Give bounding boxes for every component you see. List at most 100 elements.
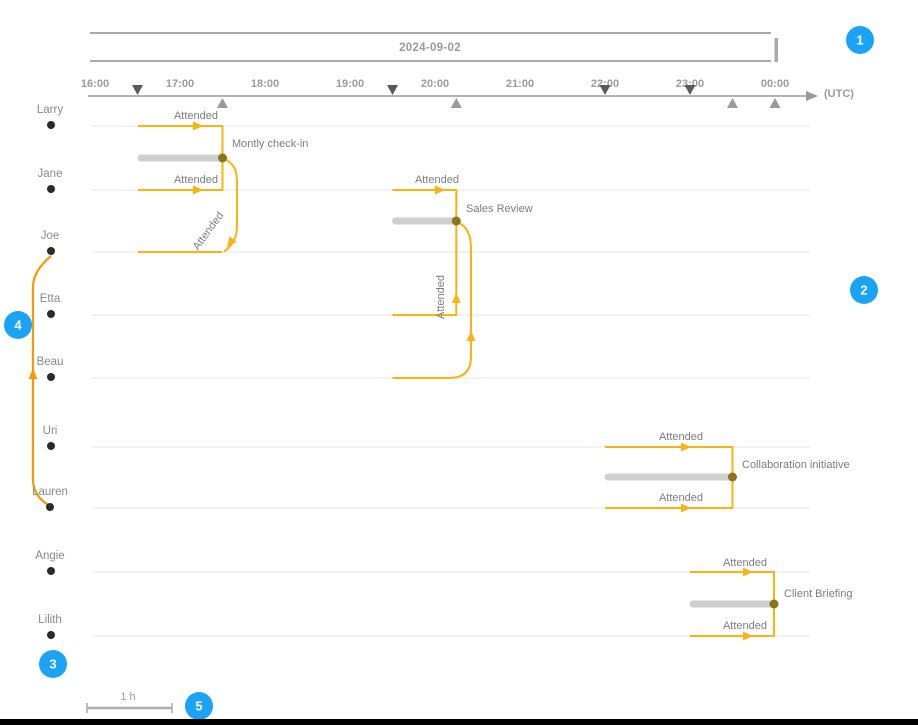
person-dot[interactable]	[47, 310, 55, 318]
person-dot[interactable]	[47, 247, 55, 255]
person-label: Angie	[35, 550, 64, 562]
attendance-label: Attended	[723, 620, 767, 632]
people-axis: Larry Jane Joe Etta Beau Uri Lauren Angi…	[32, 104, 68, 639]
attendance-edge	[392, 221, 472, 379]
event-end-marker-icon	[450, 98, 462, 108]
person-label: Etta	[40, 293, 61, 305]
attendance-edge	[138, 125, 224, 158]
event-start-marker-icon	[387, 85, 398, 95]
attendance-label: Attended	[174, 174, 218, 186]
person-dot[interactable]	[47, 631, 55, 639]
attendance-arrow-icon	[681, 442, 691, 452]
attendance-label: Attended	[659, 492, 703, 504]
axis-tick: 19:00	[336, 78, 364, 90]
person-label: Larry	[37, 104, 63, 116]
event-title: Collaboration initiative	[742, 459, 850, 471]
attendance-arrow-icon	[743, 631, 753, 641]
badge-circle	[39, 650, 67, 678]
event-client-briefing: Attended Attended Client Briefing	[689, 557, 852, 641]
event-end-marker-icon	[769, 98, 781, 108]
event-montly-check-in: Attended Attended Attended Montly check-…	[137, 110, 308, 253]
person-dot[interactable]	[47, 442, 55, 450]
attendance-edge	[222, 157, 238, 253]
attendance-edge	[690, 571, 775, 604]
person-label: Lilith	[38, 614, 62, 626]
event-end-marker-icon	[217, 98, 228, 108]
badge-circle	[4, 311, 32, 339]
event-node[interactable]	[451, 216, 461, 226]
badge-number: 4	[14, 318, 22, 333]
axis-tick: 00:00	[761, 78, 789, 90]
axis-tick: 16:00	[81, 78, 109, 90]
attendance-label: Attended	[723, 557, 767, 569]
time-axis: 16:00 17:00 18:00 19:00 20:00 21:00 22:0…	[81, 78, 854, 108]
hierarchy-arrow-icon	[28, 369, 38, 379]
attendance-edge	[605, 446, 734, 477]
attendance-label: Attended	[191, 210, 227, 253]
event-node[interactable]	[728, 472, 737, 482]
person-dot[interactable]	[47, 121, 55, 129]
badge-number: 5	[195, 699, 202, 714]
attendance-arrow-icon	[193, 121, 203, 131]
badge-circle	[185, 692, 213, 720]
attendance-arrow-icon	[193, 185, 203, 195]
event-title: Client Briefing	[784, 588, 852, 600]
badge-circle	[846, 26, 874, 54]
badge-circle	[850, 276, 878, 304]
event-start-marker-icon	[599, 85, 611, 95]
person-dot[interactable]	[47, 185, 55, 193]
scale-legend: 1 h	[86, 691, 173, 713]
event-title: Montly check-in	[232, 138, 308, 150]
slider-handle[interactable]	[774, 38, 779, 62]
axis-tick: 17:00	[166, 78, 194, 90]
badge-number: 3	[49, 657, 56, 672]
annotation-badges: 1 2 3 4 5	[4, 26, 878, 720]
event-sales-review: Attended Attended Sales Review	[392, 174, 533, 379]
attendance-edge	[138, 158, 224, 191]
person-dot[interactable]	[47, 567, 55, 575]
attendance-label: Attended	[659, 431, 703, 443]
person-label: Lauren	[32, 486, 68, 498]
attendance-arrow-icon	[743, 567, 753, 577]
person-label: Joe	[41, 230, 60, 242]
hierarchy-edge-path	[31, 255, 52, 507]
attendance-label: Attended	[174, 110, 218, 122]
event-node[interactable]	[769, 599, 779, 609]
person-label: Jane	[38, 168, 63, 180]
axis-tick: 20:00	[421, 78, 449, 90]
attendance-edge	[392, 225, 458, 316]
badge-number: 2	[860, 283, 867, 298]
axis-tick: 23:00	[676, 78, 704, 90]
attendance-arrow-icon	[227, 236, 237, 247]
attendance-arrow-icon	[681, 503, 691, 513]
event-title: Sales Review	[466, 203, 533, 215]
axis-tick: 21:00	[506, 78, 534, 90]
attendance-arrow-icon	[435, 185, 445, 195]
bottom-border	[0, 719, 918, 725]
axis-tick: 22:00	[591, 78, 619, 90]
event-collaboration-initiative: Attended Attended Collaboration initiati…	[604, 431, 850, 513]
attendance-edge	[605, 477, 734, 509]
event-end-marker-icon	[727, 98, 738, 108]
attendance-edge	[392, 189, 458, 221]
hierarchy-edge	[28, 255, 52, 507]
attendance-label: Attended	[415, 174, 459, 186]
date-range-slider: 2024-09-02	[90, 32, 779, 62]
slider-date-label: 2024-09-02	[399, 42, 461, 54]
scale-label: 1 h	[120, 691, 135, 703]
person-dot[interactable]	[46, 503, 54, 511]
badge-number: 1	[856, 33, 863, 48]
attendance-label: Attended	[435, 275, 447, 319]
event-start-marker-icon	[132, 85, 143, 95]
event-node[interactable]	[218, 153, 227, 163]
attendance-arrow-icon	[451, 293, 461, 303]
row-gridlines	[92, 125, 810, 637]
person-dot[interactable]	[47, 373, 55, 381]
axis-unit-label: (UTC)	[824, 88, 854, 100]
person-label: Uri	[43, 425, 58, 437]
event-start-marker-icon	[684, 85, 696, 95]
axis-arrow-icon	[806, 91, 818, 101]
attendance-edge	[690, 604, 775, 637]
attendance-arrow-icon	[466, 331, 476, 341]
